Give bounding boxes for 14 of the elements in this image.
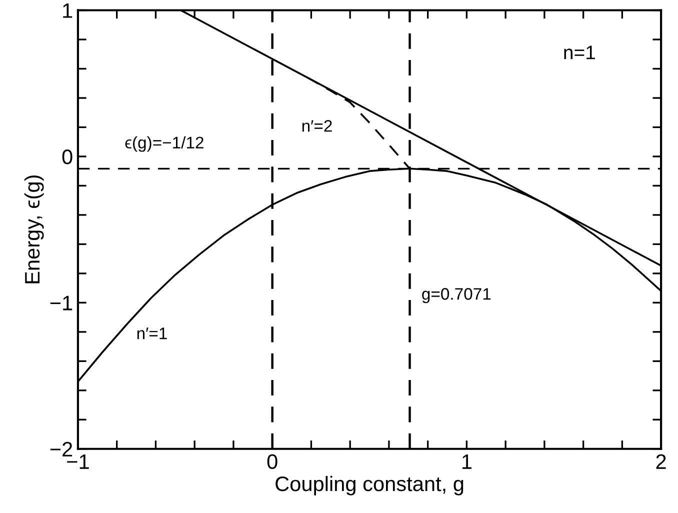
annotation: ϵ(g)=−1/12 (125, 136, 204, 152)
y-tick-label: 0 (62, 149, 72, 164)
y-tick-label: −1 (50, 296, 72, 310)
x-axis-title: Coupling constant, g (276, 476, 464, 496)
annotation: n′=2 (302, 120, 332, 132)
annotation: n=1 (564, 46, 595, 60)
annotation: n′=1 (137, 328, 167, 340)
x-tick-label: 1 (462, 454, 472, 469)
ref-line-label: g=0.7071 (422, 288, 491, 304)
y-axis-title: Energy, ϵ(g) (24, 176, 44, 284)
x-tick-label: 0 (267, 454, 278, 470)
x-tick-label: 2 (656, 454, 666, 469)
y-tick-label: 1 (63, 3, 72, 18)
y-tick-label: −2 (50, 442, 72, 456)
